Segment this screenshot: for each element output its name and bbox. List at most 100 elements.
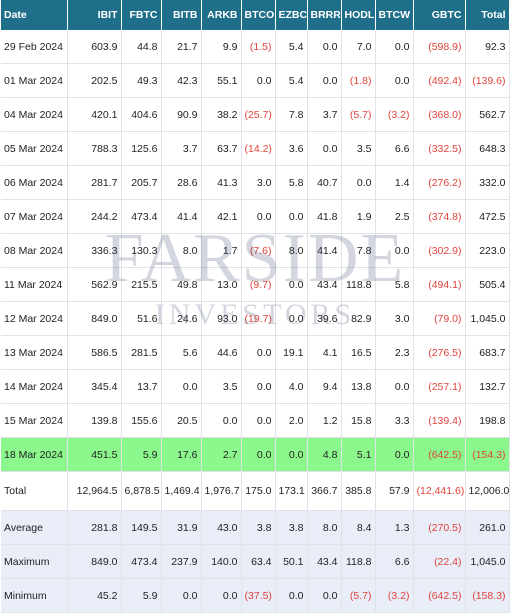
table-header-row: Date IBIT FBTC BITB ARKB BTCO EZBC BRRR …: [1, 0, 510, 30]
value-cell: 0.0: [201, 578, 242, 613]
value-cell: 3.3: [375, 403, 414, 438]
value-cell: 5.8: [375, 267, 414, 302]
value-cell: 648.3: [465, 131, 510, 166]
column-header[interactable]: GBTC: [413, 0, 466, 30]
value-cell: 1,976.7: [201, 471, 242, 511]
column-header[interactable]: FBTC: [121, 0, 162, 30]
table-row: 04 Mar 2024 420.1 404.6 90.9 38.2 (25.7) 7.8 3.…: [1, 97, 510, 132]
column-header[interactable]: BTCW: [375, 0, 414, 30]
value-cell: 3.7: [307, 97, 342, 132]
value-cell: 3.0: [241, 165, 276, 200]
row-label-cell: Total: [1, 471, 68, 511]
value-cell: 2.3: [375, 335, 414, 370]
table-row: 15 Mar 2024 139.8 155.6 20.5 0.0 0.0 2.0 1.2 15.…: [1, 403, 510, 438]
value-cell: 44.6: [201, 335, 242, 370]
column-header[interactable]: EZBC: [275, 0, 308, 30]
value-cell: 8.4: [341, 510, 376, 545]
value-cell: 125.6: [121, 131, 162, 166]
value-cell: 16.5: [341, 335, 376, 370]
row-label-cell: 14 Mar 2024: [1, 369, 68, 404]
value-cell: 0.0: [275, 578, 308, 613]
table-row-highlighted: 18 Mar 2024 451.5 5.9 17.6 2.7 0.0 0.0 4.8 5.1 0.…: [1, 437, 510, 472]
row-label-cell: 18 Mar 2024: [1, 437, 68, 472]
column-header[interactable]: ARKB: [201, 0, 242, 30]
value-cell: (79.0): [413, 301, 466, 336]
value-cell: 2.0: [275, 403, 308, 438]
value-cell: 0.0: [275, 267, 308, 302]
row-label-cell: 15 Mar 2024: [1, 403, 68, 438]
value-cell: 237.9: [161, 544, 202, 579]
value-cell: 1.2: [307, 403, 342, 438]
value-cell: 3.6: [275, 131, 308, 166]
value-cell: 92.3: [465, 30, 510, 64]
value-cell: (598.9): [413, 30, 466, 64]
value-cell: (3.2): [375, 578, 414, 613]
table-row-average: Average 281.8 149.5 31.9 43.0 3.8 3.8 8.0 8.4 1.3…: [1, 510, 510, 545]
value-cell: 4.8: [307, 437, 342, 472]
value-cell: 0.0: [375, 30, 414, 64]
value-cell: 1,045.0: [465, 544, 510, 579]
value-cell: (5.7): [341, 578, 376, 613]
value-cell: 173.1: [275, 471, 308, 511]
value-cell: 149.5: [121, 510, 162, 545]
value-cell: (7.6): [241, 233, 276, 268]
value-cell: 404.6: [121, 97, 162, 132]
column-header[interactable]: BITB: [161, 0, 202, 30]
value-cell: 205.7: [121, 165, 162, 200]
value-cell: 281.8: [67, 510, 122, 545]
column-header[interactable]: Date: [1, 0, 68, 30]
row-label-cell: Average: [1, 510, 68, 545]
value-cell: 13.8: [341, 369, 376, 404]
value-cell: 5.4: [275, 63, 308, 98]
value-cell: 788.3: [67, 131, 122, 166]
value-cell: 5.8: [275, 165, 308, 200]
column-header[interactable]: Total: [465, 0, 510, 30]
table-row: 06 Mar 2024 281.7 205.7 28.6 41.3 3.0 5.8 40.7 0…: [1, 165, 510, 200]
value-cell: 63.4: [241, 544, 276, 579]
value-cell: 5.9: [121, 578, 162, 613]
value-cell: 0.0: [241, 335, 276, 370]
table-row-maximum: Maximum 849.0 473.4 237.9 140.0 63.4 50.1 43.4 1…: [1, 544, 510, 579]
value-cell: (276.2): [413, 165, 466, 200]
value-cell: 51.6: [121, 301, 162, 336]
row-label-cell: 04 Mar 2024: [1, 97, 68, 132]
value-cell: 3.0: [375, 301, 414, 336]
value-cell: 281.5: [121, 335, 162, 370]
value-cell: 44.8: [121, 30, 162, 64]
column-header[interactable]: BTCO: [241, 0, 276, 30]
value-cell: 93.0: [201, 301, 242, 336]
table-row: 08 Mar 2024 336.3 130.3 8.0 1.7 (7.6) 8.0 41.4 7…: [1, 233, 510, 268]
table-body: 29 Feb 2024 603.9 44.8 21.7 9.9 (1.5) 5.4 0.0 7.…: [1, 30, 510, 613]
value-cell: (494.1): [413, 267, 466, 302]
value-cell: 281.7: [67, 165, 122, 200]
value-cell: 24.6: [161, 301, 202, 336]
value-cell: 4.1: [307, 335, 342, 370]
value-cell: 41.8: [307, 199, 342, 234]
value-cell: (1.8): [341, 63, 376, 98]
value-cell: 118.8: [341, 267, 376, 302]
value-cell: (154.3): [465, 437, 510, 472]
value-cell: (368.0): [413, 97, 466, 132]
value-cell: (5.7): [341, 97, 376, 132]
value-cell: 42.1: [201, 199, 242, 234]
row-label-cell: Maximum: [1, 544, 68, 579]
column-header[interactable]: BRRR: [307, 0, 342, 30]
value-cell: 6,878.5: [121, 471, 162, 511]
value-cell: 6.6: [375, 131, 414, 166]
value-cell: 0.0: [241, 199, 276, 234]
value-cell: (22.4): [413, 544, 466, 579]
value-cell: 1.7: [201, 233, 242, 268]
row-label-cell: 07 Mar 2024: [1, 199, 68, 234]
value-cell: 849.0: [67, 544, 122, 579]
table-row: 11 Mar 2024 562.9 215.5 49.8 13.0 (9.7) 0.0 43.…: [1, 267, 510, 302]
table-row: 12 Mar 2024 849.0 51.6 24.6 93.0 (19.7) 0.0 39.…: [1, 301, 510, 336]
column-header[interactable]: IBIT: [67, 0, 122, 30]
value-cell: 49.3: [121, 63, 162, 98]
value-cell: (25.7): [241, 97, 276, 132]
row-label-cell: Minimum: [1, 578, 68, 613]
value-cell: 90.9: [161, 97, 202, 132]
column-header[interactable]: HODL: [341, 0, 376, 30]
value-cell: 15.8: [341, 403, 376, 438]
value-cell: 9.4: [307, 369, 342, 404]
table-row: 13 Mar 2024 586.5 281.5 5.6 44.6 0.0 19.1 4.1 16…: [1, 335, 510, 370]
